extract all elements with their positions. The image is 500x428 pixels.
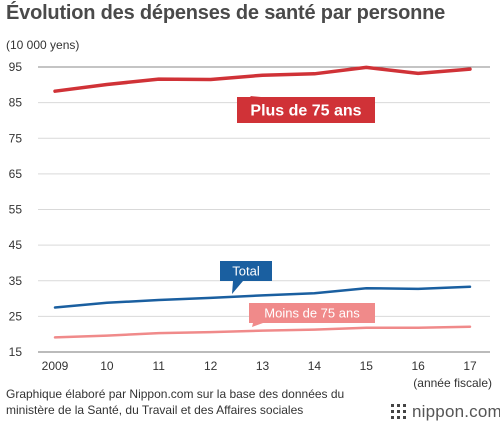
callout-box (249, 303, 375, 323)
callout-pointer (232, 281, 243, 294)
callout-box (220, 261, 272, 281)
y-tick-label: 55 (9, 203, 23, 217)
series-label: Plus de 75 ans (250, 103, 361, 120)
source-note: Graphique élaboré par Nippon.com sur la … (6, 387, 345, 417)
x-tick-label: 11 (153, 359, 166, 373)
y-tick-label: 35 (9, 274, 23, 288)
y-unit-label: (10 000 yens) (6, 38, 80, 52)
y-tick-label: 45 (9, 238, 23, 252)
x-tick-label: 12 (204, 359, 218, 373)
x-tick-label: 13 (256, 359, 270, 373)
series-line (53, 325, 472, 339)
x-axis-label: (année fiscale) (413, 376, 492, 390)
x-tick-label: 10 (100, 359, 114, 373)
x-tick-label: 14 (308, 359, 322, 373)
brand-text: nippon.com (412, 402, 500, 421)
y-tick-label: 95 (9, 60, 23, 74)
x-tick-label: 17 (463, 359, 477, 373)
x-tick-label: 15 (360, 359, 374, 373)
y-tick-label: 75 (9, 131, 23, 145)
y-tick-label: 25 (9, 309, 23, 323)
y-tick-label: 65 (9, 167, 23, 181)
callout-box (237, 97, 375, 123)
series-label: Total (232, 264, 260, 279)
callout-pointer (252, 323, 263, 327)
brand-logo: nippon.com (390, 402, 500, 422)
series-line (53, 285, 472, 309)
x-tick-label: 2009 (42, 359, 69, 373)
x-tick-label: 16 (411, 359, 425, 373)
chart-title: Évolution des dépenses de santé par pers… (6, 2, 446, 24)
y-tick-label: 15 (9, 345, 23, 359)
series-label: Moins de 75 ans (264, 306, 360, 321)
series-line (53, 65, 472, 93)
nippon-logo-icon (391, 404, 406, 419)
y-tick-label: 85 (9, 96, 23, 110)
callout-pointer (250, 96, 261, 97)
